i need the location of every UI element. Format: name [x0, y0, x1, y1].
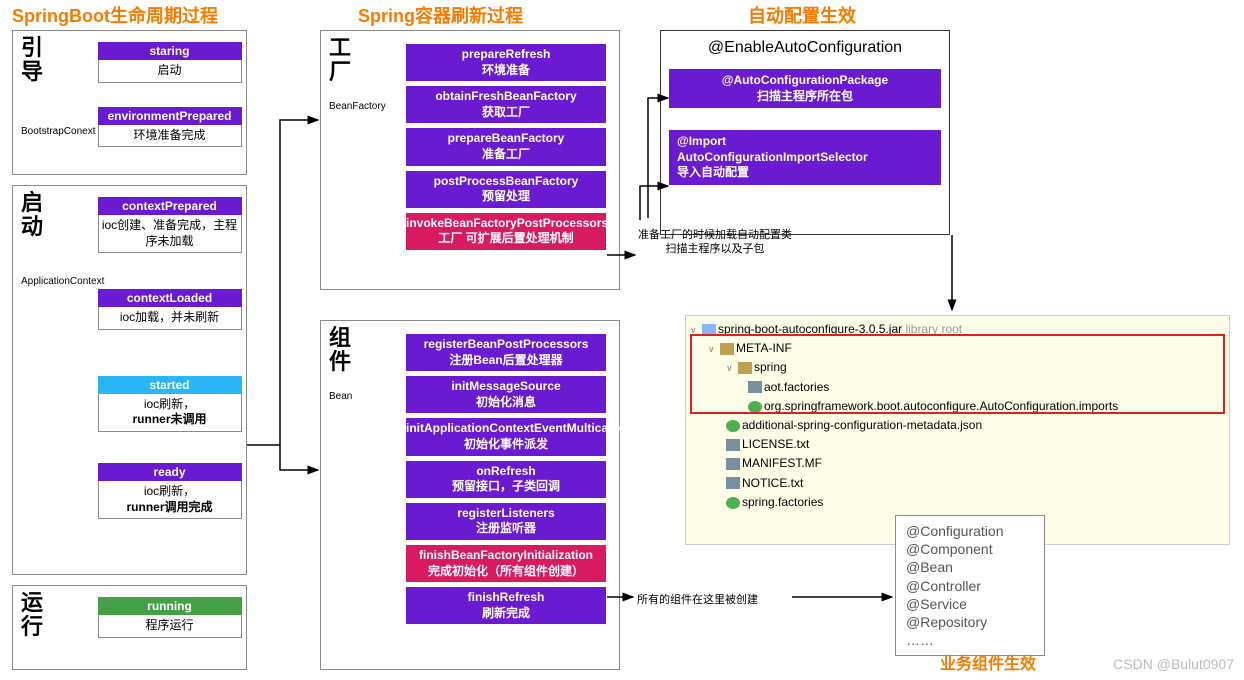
- label-startup: 启动: [21, 191, 43, 239]
- block-contextprepared: contextPrepared ioc创建、准备完成，主程序未加载: [98, 197, 242, 253]
- annotation-import: @Import AutoConfigurationImportSelector …: [669, 130, 941, 185]
- annotation-title: @EnableAutoConfiguration: [669, 39, 941, 57]
- label-bean: 组件: [329, 326, 351, 374]
- title-lifecycle: SpringBoot生命周期过程: [12, 2, 218, 28]
- block-running: running 程序运行: [98, 597, 242, 638]
- sub-startup: ApplicationContext: [21, 276, 104, 287]
- note-n2: 所有的组件在这里被创建: [637, 593, 758, 607]
- step-registerbpp: registerBeanPostProcessors 注册Bean后置处理器: [406, 334, 606, 371]
- annotation-pkg: @AutoConfigurationPackage 扫描主程序所在包: [669, 69, 941, 108]
- label-bootstrap: 引导: [21, 36, 43, 84]
- step-initmsg: initMessageSource 初始化消息: [406, 376, 606, 413]
- block-contextloaded: contextLoaded ioc加载，并未刷新: [98, 289, 242, 330]
- panel-factory: 工厂 BeanFactory prepareRefresh 环境准备 obtai…: [320, 30, 620, 290]
- block-staring: staring 启动: [98, 42, 242, 83]
- panel-bootstrap: 引导 BootstrapConext staring 启动 environmen…: [12, 30, 247, 175]
- title-business: 业务组件生效: [940, 650, 1036, 674]
- step-preparerefresh: prepareRefresh 环境准备: [406, 44, 606, 81]
- step-invoke: invokeBeanFactoryPostProcessors 工厂 可扩展后置…: [406, 213, 606, 250]
- title-autoconfig: 自动配置生效: [748, 2, 856, 28]
- step-onrefresh: onRefresh 预留接口，子类回调: [406, 461, 606, 498]
- sub-bean: Bean: [329, 391, 352, 402]
- step-reglisteners: registerListeners 注册监听器: [406, 503, 606, 540]
- block-ready: ready ioc刷新， runner调用完成: [98, 463, 242, 519]
- step-finishrefresh: finishRefresh 刷新完成: [406, 587, 606, 624]
- label-running: 运行: [21, 591, 43, 639]
- watermark: CSDN @Bulut0907: [1113, 656, 1234, 672]
- note-n1: 准备工厂的时候加载自动配置类 扫描主程序以及子包: [638, 228, 792, 257]
- red-highlight: [690, 334, 1225, 414]
- step-obtainfresh: obtainFreshBeanFactory 获取工厂: [406, 86, 606, 123]
- step-finishinit: finishBeanFactoryInitialization 完成初始化（所有…: [406, 545, 606, 582]
- title-refresh: Spring容器刷新过程: [358, 2, 523, 28]
- step-initevent: initApplicationContextEventMulticaster 初…: [406, 418, 606, 455]
- panel-running: 运行 running 程序运行: [12, 585, 247, 670]
- panel-startup: 启动 ApplicationContext contextPrepared io…: [12, 185, 247, 575]
- config-list: @Configuration @Component @Bean @Control…: [895, 515, 1045, 656]
- block-started: started ioc刷新， runner未调用: [98, 376, 242, 432]
- panel-bean: 组件 Bean registerBeanPostProcessors 注册Bea…: [320, 320, 620, 670]
- step-preparefactory: prepareBeanFactory 准备工厂: [406, 128, 606, 165]
- sub-bootstrap: BootstrapConext: [21, 126, 96, 137]
- step-postprocess: postProcessBeanFactory 预留处理: [406, 171, 606, 208]
- label-factory: 工厂: [329, 36, 351, 84]
- block-envprepared: environmentPrepared 环境准备完成: [98, 107, 242, 148]
- sub-factory: BeanFactory: [329, 101, 386, 112]
- annotation-box: @EnableAutoConfiguration @AutoConfigurat…: [660, 30, 950, 235]
